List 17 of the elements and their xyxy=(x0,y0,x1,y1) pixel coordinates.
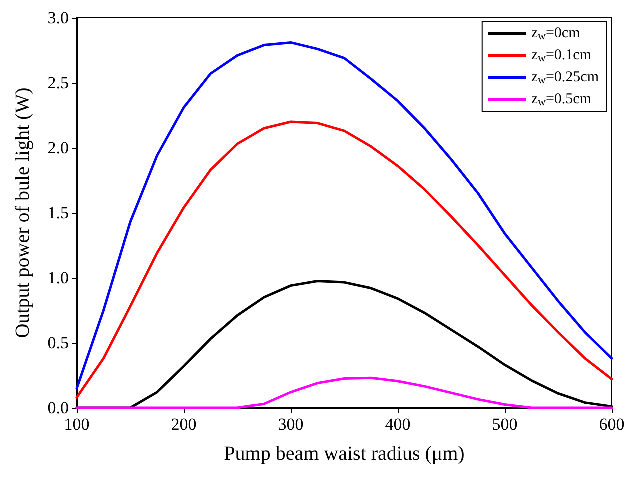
y-tick-label: 1.5 xyxy=(48,204,69,222)
x-tick-label: 600 xyxy=(599,415,625,434)
x-tick-label: 200 xyxy=(171,415,197,434)
y-tick-label: 0.5 xyxy=(48,334,69,352)
y-tick-label: 3.0 xyxy=(48,8,69,28)
y-axis-title: Output power of bule light (W) xyxy=(12,88,34,338)
x-axis-title: Pump beam waist radius (μm) xyxy=(224,443,465,465)
line-series xyxy=(76,120,614,399)
x-tick-label: 300 xyxy=(278,415,304,434)
y-tick-label: 1.0 xyxy=(48,268,69,288)
x-tick-label: 100 xyxy=(64,415,90,434)
x-tick-label: 400 xyxy=(385,415,411,434)
line-series xyxy=(76,41,614,390)
x-tick-label: 500 xyxy=(492,415,518,434)
y-tick-label: 2.5 xyxy=(48,74,69,92)
y-tick-label: 0.0 xyxy=(48,398,69,418)
y-tick-label: 2.0 xyxy=(48,138,69,158)
